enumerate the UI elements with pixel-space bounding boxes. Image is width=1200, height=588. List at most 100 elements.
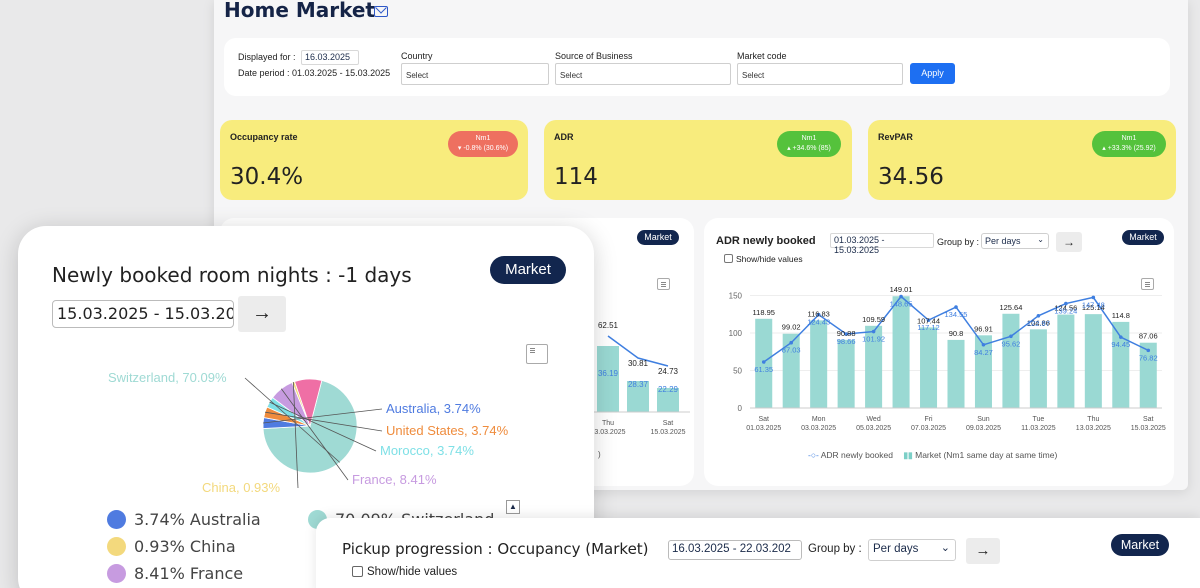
- bar: [865, 325, 883, 408]
- line-value-label: 134.55: [945, 310, 968, 319]
- pie-connector: [292, 382, 299, 489]
- apply-arrow-button[interactable]: →: [1056, 232, 1082, 252]
- scroll-up-icon[interactable]: ▲: [506, 500, 520, 514]
- group-by-value: Per days: [873, 543, 919, 555]
- market-badge[interactable]: Market: [490, 256, 566, 284]
- chart-menu-icon[interactable]: [1141, 278, 1154, 290]
- data-label: 28.37: [628, 380, 649, 389]
- bar-legend-icon: ▮▮: [903, 450, 913, 460]
- x-tick-date: 13.03.2025: [1076, 425, 1111, 432]
- group-by-select[interactable]: Per days ⌄: [868, 539, 956, 561]
- bar: [837, 339, 855, 408]
- line-value-label: 122.97: [1027, 319, 1050, 328]
- line-point: [816, 312, 821, 317]
- apply-button[interactable]: Apply: [910, 63, 955, 84]
- kpi-trend-badge: Nm1 ▴ +34.6% (85): [777, 131, 841, 157]
- mail-icon[interactable]: [374, 6, 388, 17]
- bar: [597, 346, 619, 412]
- line-point: [1146, 348, 1151, 353]
- chevron-down-icon: ⌄: [1037, 235, 1044, 244]
- legend-dot: [107, 564, 126, 583]
- legend-item[interactable]: 8.41% France: [134, 564, 244, 583]
- room-nights-pie-panel: Newly booked room nights : -1 days Marke…: [18, 226, 594, 588]
- line-value-label: 101.92: [862, 335, 885, 344]
- data-label: 30.81: [628, 359, 649, 368]
- line-point: [1119, 335, 1123, 339]
- line-value-label: 139.24: [1054, 307, 1077, 316]
- kpi-label: RevPAR: [878, 132, 913, 142]
- x-tick-day: Fri: [924, 416, 933, 423]
- adr-chart-legend: -○- ADR newly booked ▮▮ Market (Nm1 same…: [808, 450, 1057, 461]
- bar: [1002, 313, 1020, 408]
- kpi-card-occupancy: Occupancy rate 30.4% Nm1 ▾ -0.8% (30.6%): [220, 120, 528, 200]
- pickup-title: Pickup progression : Occupancy (Market): [342, 540, 649, 558]
- legend-item[interactable]: 3.74% Australia: [134, 510, 261, 529]
- line-value-label: 87.03: [782, 346, 801, 355]
- legend-line-label[interactable]: ADR newly booked: [820, 450, 893, 460]
- x-tick-date: 07.03.2025: [911, 425, 946, 432]
- x-tick-day: Sun: [977, 416, 990, 423]
- x-tick-date: 05.03.2025: [856, 425, 891, 432]
- kpi-trend-badge: Nm1 ▾ -0.8% (30.6%): [448, 131, 518, 157]
- line-point: [1009, 334, 1013, 339]
- bar-value-label: 114.8: [1112, 311, 1130, 320]
- market-badge[interactable]: Market: [1122, 230, 1164, 245]
- kpi-card-adr: ADR 114 Nm1 ▴ +34.6% (85): [544, 120, 852, 200]
- market-badge[interactable]: Market: [637, 230, 679, 245]
- x-tick: 15.03.2025: [650, 429, 685, 436]
- pie-date-range-input[interactable]: 15.03.2025 - 15.03.2025: [52, 300, 234, 328]
- line-point: [926, 318, 931, 322]
- bar: [627, 381, 649, 412]
- bar: [1057, 314, 1075, 408]
- kpi-trend-badge: Nm1 ▴ +33.3% (25.92): [1092, 131, 1166, 157]
- legend-dot: [107, 510, 126, 529]
- apply-arrow-button[interactable]: →: [238, 296, 286, 332]
- pie-connector: [281, 388, 349, 481]
- market-badge[interactable]: Market: [1111, 534, 1169, 556]
- line-value-label: 84.27: [974, 348, 993, 357]
- displayed-for-input[interactable]: 16.03.2025: [301, 50, 359, 65]
- legend-bar-label[interactable]: Market (Nm1 same day at same time): [915, 450, 1058, 460]
- show-hide-checkbox[interactable]: [352, 566, 363, 577]
- badge-title: Nm1: [1121, 135, 1137, 142]
- y-tick: 150: [729, 292, 743, 301]
- country-label: Country: [401, 51, 433, 61]
- bar-value-label: 90.88: [837, 329, 856, 338]
- pickup-date-range-input[interactable]: 16.03.2025 - 22.03.202: [668, 540, 802, 560]
- pie-label: China, 0.93%: [202, 480, 280, 495]
- line-value-label: 124.43: [807, 318, 830, 327]
- line-point: [789, 340, 793, 345]
- source-select[interactable]: Select: [555, 63, 731, 85]
- badge-title: Nm1: [475, 135, 491, 142]
- apply-arrow-button[interactable]: →: [966, 538, 1000, 564]
- line-value-label: 148.65: [890, 300, 913, 309]
- group-by-select[interactable]: Per days ⌄: [981, 233, 1049, 249]
- legend-fragment: ): [598, 450, 601, 459]
- group-by-label: Group by :: [937, 237, 980, 247]
- chart-menu-icon[interactable]: [526, 344, 548, 364]
- x-tick-date: 09.03.2025: [966, 425, 1001, 432]
- x-tick-day: Sat: [758, 416, 769, 423]
- displayed-for-label: Displayed for :: [238, 52, 296, 62]
- x-tick-day: Tue: [1032, 416, 1044, 423]
- line-point: [899, 294, 903, 299]
- line-point: [761, 360, 766, 364]
- x-tick-date: 15.03.2025: [1131, 425, 1166, 432]
- show-hide-checkbox[interactable]: [724, 254, 733, 263]
- country-select[interactable]: Select: [401, 63, 549, 85]
- line-value-label: 76.82: [1139, 353, 1158, 362]
- group-by-label: Group by :: [808, 543, 862, 555]
- market-code-select[interactable]: Select: [737, 63, 903, 85]
- chart-menu-icon[interactable]: [657, 278, 670, 290]
- badge-text: ▾ -0.8% (30.6%): [457, 145, 509, 152]
- chevron-down-icon: ⌄: [940, 542, 950, 554]
- show-hide-label: Show/hide values: [367, 566, 458, 578]
- y-tick: 0: [738, 404, 743, 413]
- legend-item[interactable]: 0.93% China: [134, 537, 236, 556]
- x-tick-date: 03.03.2025: [801, 425, 836, 432]
- line-point: [954, 305, 958, 309]
- adr-date-range-input[interactable]: 01.03.2025 - 15.03.2025: [830, 233, 934, 255]
- adr-chart-panel: ADR newly booked 01.03.2025 - 15.03.2025…: [704, 218, 1174, 486]
- date-period-text: Date period : 01.03.2025 - 15.03.2025: [238, 68, 391, 78]
- bar-value-label: 109.59: [862, 315, 885, 324]
